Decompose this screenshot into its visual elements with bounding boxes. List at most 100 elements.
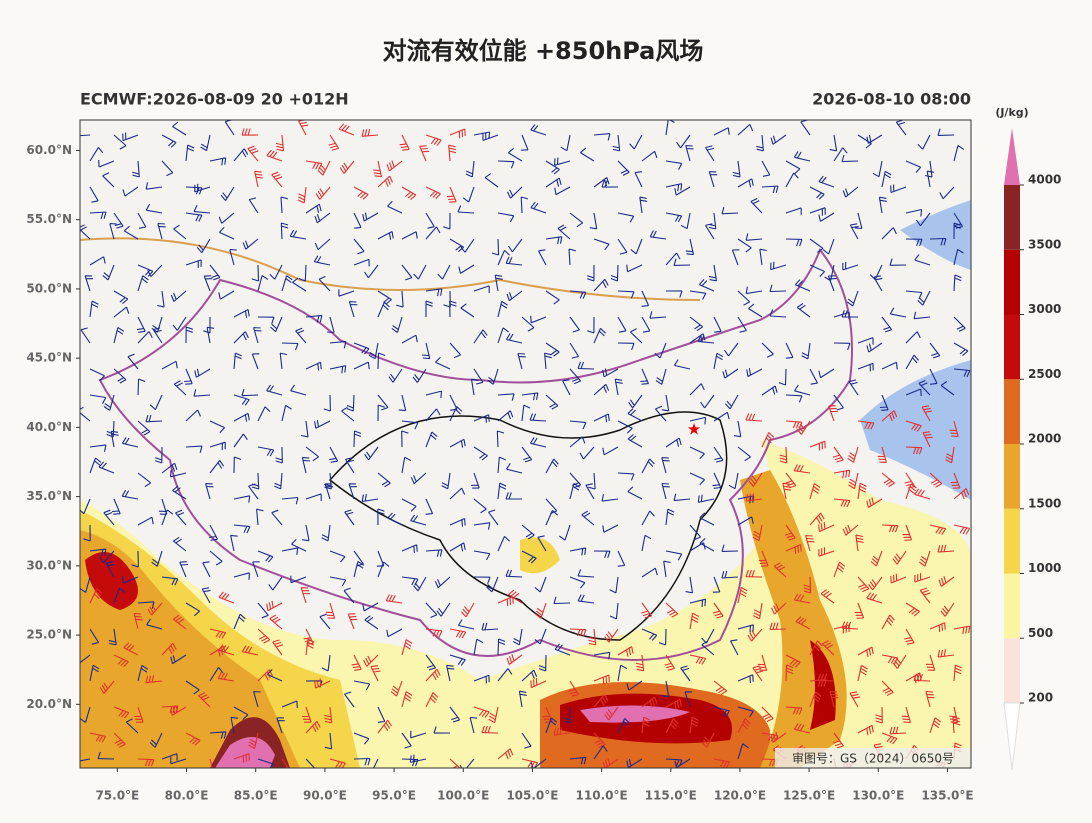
wind-barb <box>569 420 587 430</box>
wind-barb <box>684 691 693 708</box>
wind-barb <box>113 654 129 668</box>
wind-barb <box>136 316 146 333</box>
wind-barb <box>889 258 907 266</box>
wind-barb <box>425 602 438 619</box>
wind-barb <box>545 236 563 245</box>
wind-barb <box>465 160 475 178</box>
wind-barb <box>680 665 691 682</box>
wind-barb <box>89 588 103 604</box>
wind-barb <box>617 160 630 176</box>
wind-barb <box>617 646 634 657</box>
wind-barb <box>794 279 811 292</box>
wind-barb <box>373 758 379 768</box>
colorbar-segment <box>1004 379 1020 444</box>
wind-barb <box>401 576 419 586</box>
wind-barb <box>699 538 715 552</box>
wind-barb <box>473 131 491 139</box>
wind-barb <box>746 368 763 377</box>
wind-barb <box>206 326 215 344</box>
wind-barb <box>796 420 811 435</box>
wind-barb <box>680 212 691 230</box>
wind-barb <box>626 680 643 691</box>
lat-tick-label: 60.0°N <box>26 143 72 157</box>
cape-1000 <box>520 537 560 574</box>
wind-barb <box>737 743 749 760</box>
wind-barb <box>329 446 339 463</box>
wind-barb <box>953 488 970 500</box>
lat-tick-label: 40.0°N <box>26 420 72 434</box>
approval-box <box>775 748 971 768</box>
wind-barb <box>324 732 333 750</box>
wind-barb <box>905 420 922 432</box>
wind-barb <box>881 680 894 696</box>
wind-barb <box>105 561 115 578</box>
wind-barb <box>833 561 846 578</box>
wind-barb <box>425 408 441 422</box>
wind-barb <box>131 550 139 568</box>
wind-barb <box>664 654 676 671</box>
wind-barb <box>98 461 115 474</box>
wind-barb <box>281 275 293 292</box>
wind-barb <box>917 134 931 150</box>
wind-barb <box>329 340 347 349</box>
wind-barb <box>457 619 475 630</box>
wind-barb <box>170 756 187 765</box>
wind-barb <box>545 717 558 734</box>
wind-barb <box>401 639 413 656</box>
wind-barb <box>737 238 752 253</box>
wind-barb <box>122 132 139 142</box>
wind-barb <box>854 602 865 619</box>
wind-barb <box>617 420 633 434</box>
cape-3000 <box>810 640 836 730</box>
wind-barb <box>701 732 715 748</box>
wind-barb <box>305 720 321 734</box>
wind-barb <box>145 182 163 190</box>
wind-barb <box>805 535 815 552</box>
wind-barb <box>569 290 587 299</box>
wind-barb <box>676 134 691 149</box>
wind-barb <box>949 706 959 724</box>
wind-barb <box>832 446 844 463</box>
wind-barb <box>818 547 835 557</box>
wind-barb <box>103 509 115 526</box>
wind-barb <box>173 224 187 240</box>
wind-barb <box>471 472 480 489</box>
wind-barb <box>538 654 547 672</box>
wind-barb <box>251 264 260 282</box>
wind-barb <box>770 731 787 743</box>
wind-barb <box>314 678 331 689</box>
wind-barb <box>497 249 510 266</box>
wind-barb <box>155 446 163 464</box>
wind-barb <box>905 331 921 344</box>
wind-barb <box>649 230 667 240</box>
wind-barb <box>557 224 571 240</box>
wind-barb <box>111 498 121 515</box>
wind-barb <box>554 157 571 166</box>
wind-barb <box>323 394 331 412</box>
wind-barb <box>459 758 475 768</box>
wind-barb <box>879 394 889 411</box>
wind-barb <box>759 248 767 266</box>
wind-barb <box>298 264 307 282</box>
wind-barb <box>785 706 803 715</box>
wind-barb <box>752 665 764 682</box>
wind-barb <box>123 225 139 240</box>
wind-barb <box>529 437 547 448</box>
wind-barb <box>209 628 227 639</box>
wind-barb <box>401 430 409 448</box>
wind-barb <box>641 628 658 641</box>
wind-barb <box>497 596 514 607</box>
wind-barb <box>689 472 706 486</box>
wind-barb <box>761 432 775 448</box>
wind-barb <box>617 290 635 299</box>
wind-barb <box>507 186 523 199</box>
wind-barb <box>89 548 107 557</box>
wind-barb <box>627 408 643 422</box>
wind-barb <box>396 290 404 308</box>
wind-barb <box>614 378 623 396</box>
wind-barb <box>401 456 412 474</box>
wind-barb <box>256 508 264 526</box>
wind-barb <box>588 628 597 646</box>
lon-tick-label: 120.0°E <box>714 789 766 803</box>
lat-tick-label: 25.0°N <box>26 628 72 642</box>
